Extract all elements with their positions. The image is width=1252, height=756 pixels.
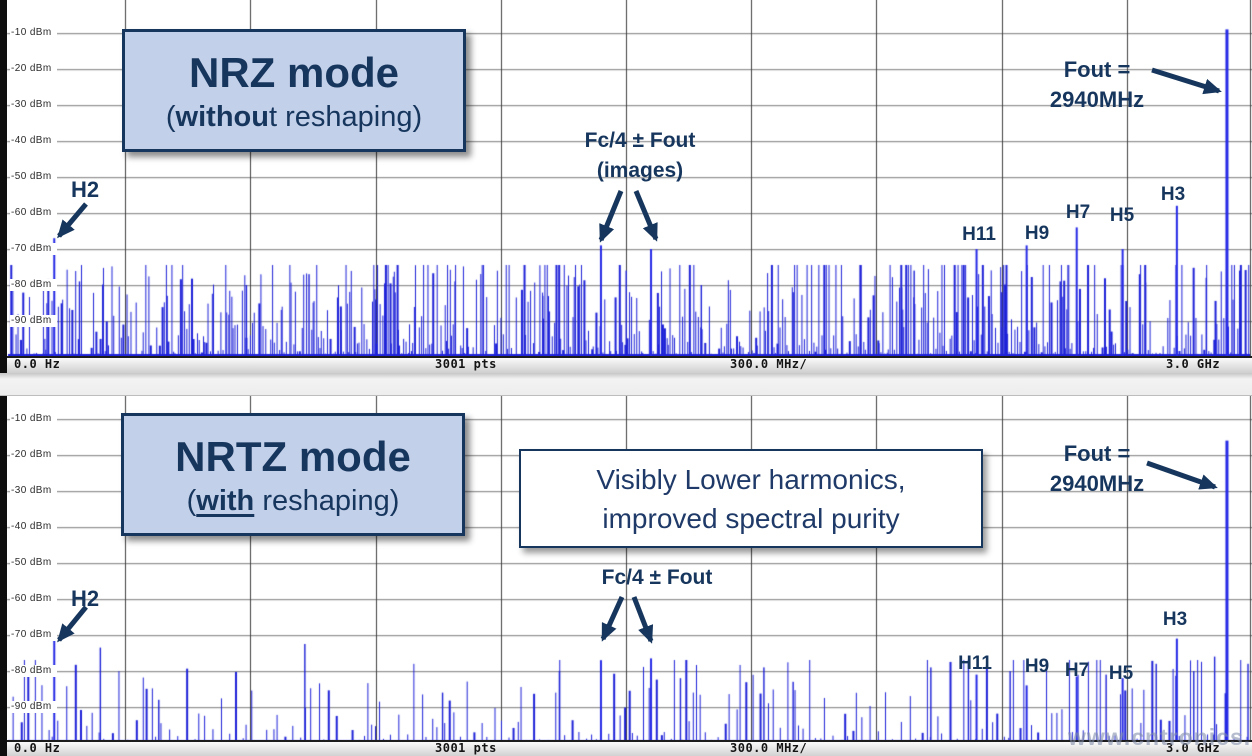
callout-line1: Visibly Lower harmonics, [596, 463, 906, 495]
annotation-2940mhz: 2940MHz [1049, 87, 1145, 112]
y-axis-tick-label: -60 dBm [10, 593, 57, 605]
y-axis-tick-label: -20 dBm [10, 449, 57, 461]
annotation-h9: H9 [1024, 656, 1050, 677]
annotation-fout-: Fout = [1063, 57, 1131, 82]
annotation-h5: H5 [1109, 205, 1135, 226]
y-axis-tick-label: -30 dBm [10, 485, 57, 497]
annotation-h11: H11 [962, 224, 996, 245]
annotation-h11: H11 [958, 653, 992, 674]
nrz-x-axis-bar: 0.0 Hz 3001 pts 300.0 MHz/ 3.0 GHz [0, 356, 1252, 373]
nrz-plot-area: -10 dBm -20 dBm -30 dBm -40 dBm -50 dBm -60 d… [0, 0, 1252, 358]
y-axis-tick-label: -50 dBm [10, 171, 57, 183]
nrtz-title: NRTZ mode [175, 432, 411, 480]
x-axis-points-label: 3001 pts [435, 357, 497, 371]
nrz-spectrum-panel: -10 dBm -20 dBm -30 dBm -40 dBm -50 dBm -60 d… [0, 0, 1252, 373]
x-axis-scale-label: 300.0 MHz/ [730, 741, 808, 755]
y-axis-tick-label: -90 dBm [10, 701, 57, 713]
nrz-subtitle: (without reshaping) [165, 100, 423, 133]
annotation-h9: H9 [1024, 223, 1050, 244]
y-axis-tick-label: -40 dBm [10, 521, 57, 533]
nrtz-plot-area: -10 dBm -20 dBm -30 dBm -40 dBm -50 dBm -60 d… [0, 396, 1252, 742]
callout-box: Visibly Lower harmonics, improved spectr… [519, 449, 983, 548]
panel-divider [0, 373, 1252, 395]
y-axis-tick-label: -10 dBm [10, 413, 57, 425]
y-axis-tick-label: -90 dBm [10, 315, 57, 327]
x-axis-start-label: 0.0 Hz [14, 357, 61, 371]
annotation-h3: H3 [1162, 609, 1188, 630]
x-axis-points-label: 3001 pts [435, 741, 497, 755]
nrtz-title-box: NRTZ mode (with reshaping) [121, 413, 465, 536]
annotation-h7: H7 [1064, 660, 1090, 681]
annotation-fc-4-fout: Fc/4 ± Fout [601, 566, 713, 589]
x-axis-start-label: 0.0 Hz [14, 741, 61, 755]
x-axis-end-label: 3.0 GHz [1166, 357, 1221, 371]
annotation-fout-: Fout = [1063, 441, 1131, 466]
nrz-title: NRZ mode [189, 48, 399, 96]
annotation-h7: H7 [1065, 202, 1091, 223]
y-axis-tick-label: -60 dBm [10, 207, 57, 219]
annotation-h2: H2 [70, 177, 100, 202]
x-axis-scale-label: 300.0 MHz/ [730, 357, 808, 371]
y-axis-tick-label: -10 dBm [10, 27, 57, 39]
y-axis-tick-label: -70 dBm [10, 629, 57, 641]
annotation-fc-4-fout: Fc/4 ± Fout [584, 129, 696, 152]
annotation-h3: H3 [1160, 184, 1186, 205]
nrtz-subtitle: (with reshaping) [186, 484, 400, 517]
y-axis-tick-label: -40 dBm [10, 135, 57, 147]
annotation--images-: (images) [596, 159, 684, 182]
y-axis-tick-label: -80 dBm [10, 665, 57, 677]
y-axis-tick-label: -80 dBm [10, 279, 57, 291]
callout-line2: improved spectral purity [602, 502, 900, 534]
x-axis-end-label: 3.0 GHz [1166, 741, 1221, 755]
annotation-2940mhz: 2940MHz [1049, 471, 1145, 496]
watermark: www.cntronics.com [1068, 724, 1252, 750]
y-axis-tick-label: -70 dBm [10, 243, 57, 255]
y-axis-tick-label: -30 dBm [10, 99, 57, 111]
annotation-h2: H2 [70, 586, 100, 611]
annotation-h5: H5 [1108, 663, 1134, 684]
nrtz-x-axis-bar: 0.0 Hz 3001 pts 300.0 MHz/ 3.0 GHz [0, 740, 1252, 756]
y-axis-tick-label: -50 dBm [10, 557, 57, 569]
nrz-title-box: NRZ mode (without reshaping) [122, 29, 466, 152]
nrtz-spectrum-panel: -10 dBm -20 dBm -30 dBm -40 dBm -50 dBm -60 d… [0, 395, 1252, 756]
y-axis-tick-label: -20 dBm [10, 63, 57, 75]
